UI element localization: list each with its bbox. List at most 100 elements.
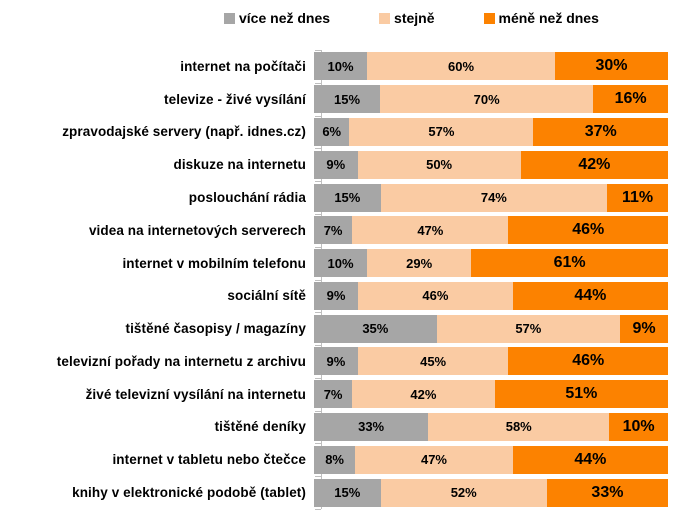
bar-track: 33% 58% 10% <box>314 412 668 441</box>
bar-track: 7% 42% 51% <box>314 380 669 409</box>
segment-stejne: 58% <box>428 412 610 441</box>
value-label: 47% <box>420 452 447 468</box>
axis-tick <box>315 443 321 444</box>
value-label: 6% <box>322 124 342 140</box>
value-label: 44% <box>574 450 607 468</box>
axis-tick <box>315 116 321 117</box>
value-label: 9% <box>326 157 346 173</box>
category-label: sociální sítě <box>227 288 306 304</box>
value-label: 46% <box>422 288 449 304</box>
bar-track: 9% 50% 42% <box>314 150 669 179</box>
segment-stejne: 74% <box>380 183 608 212</box>
segment-vice-nez-dnes: 7% <box>314 216 353 245</box>
segment-stejne: 42% <box>352 380 495 409</box>
axis-tick <box>315 50 321 51</box>
value-label: 11% <box>621 188 654 206</box>
segment-vice-nez-dnes: 10% <box>314 52 368 81</box>
bar-row: televizní pořady na internetu z archivu … <box>0 345 693 378</box>
bar-row: diskuze na internetu 9% 50% 42% <box>0 148 693 181</box>
segment-mene-nez-dnes: 44% <box>512 281 668 310</box>
bar-track: 15% 70% 16% <box>314 85 668 114</box>
segment-mene-nez-dnes: 37% <box>533 117 668 146</box>
axis-tick <box>315 280 321 281</box>
segment-stejne: 52% <box>380 478 547 507</box>
legend-item-stejne: stejně <box>379 10 435 26</box>
bar-row: poslouchání rádia 15% 74% 11% <box>0 181 693 214</box>
value-label: 74% <box>480 190 507 206</box>
value-label: 9% <box>326 288 346 304</box>
value-label: 50% <box>426 157 453 173</box>
bar-track: 10% 29% 61% <box>314 249 668 278</box>
legend-label: stejně <box>394 10 435 26</box>
bar-row: sociální sítě 9% 46% 44% <box>0 279 693 312</box>
segment-vice-nez-dnes: 35% <box>314 314 437 343</box>
bar-track: 7% 47% 46% <box>314 216 668 245</box>
bar-row: zpravodajské servery (např. idnes.cz) 6%… <box>0 116 693 149</box>
bar-row: internet v mobilním telefonu 10% 29% 61% <box>0 247 693 280</box>
segment-mene-nez-dnes: 44% <box>512 445 668 474</box>
segment-mene-nez-dnes: 46% <box>508 216 668 245</box>
value-label: 57% <box>428 124 455 140</box>
bar-track: 15% 74% 11% <box>314 183 668 212</box>
segment-mene-nez-dnes: 16% <box>593 85 668 114</box>
bar-track: 15% 52% 33% <box>314 478 668 507</box>
axis-tick <box>315 509 321 510</box>
axis-tick <box>315 345 321 346</box>
bar-track: 9% 46% 44% <box>314 281 668 310</box>
bar-track: 9% 45% 46% <box>314 347 668 376</box>
bar-row: tištěné časopisy / magazíny 35% 57% 9% <box>0 312 693 345</box>
value-label: 35% <box>362 321 389 337</box>
value-label: 9% <box>326 353 346 369</box>
value-label: 42% <box>410 386 437 402</box>
segment-mene-nez-dnes: 46% <box>508 347 668 376</box>
bar-row: internet v tabletu nebo čtečce 8% 47% 44% <box>0 443 693 476</box>
value-label: 8% <box>325 452 344 468</box>
axis-tick <box>315 378 321 379</box>
segment-vice-nez-dnes: 33% <box>314 412 429 441</box>
segment-stejne: 70% <box>380 85 594 114</box>
segment-stejne: 45% <box>357 347 509 376</box>
segment-stejne: 47% <box>352 216 509 245</box>
value-label: 10% <box>327 255 354 271</box>
value-label: 70% <box>473 91 500 107</box>
segment-mene-nez-dnes: 42% <box>520 150 669 179</box>
category-label: televize - živé vysílání <box>164 91 306 107</box>
category-label: tištěné deníky <box>214 419 306 435</box>
axis-tick <box>315 476 321 477</box>
category-label: knihy v elektronické podobě (tablet) <box>72 485 306 501</box>
axis-tick <box>315 247 321 248</box>
segment-vice-nez-dnes: 9% <box>314 281 358 310</box>
value-label: 15% <box>334 190 361 206</box>
value-label: 7% <box>323 222 343 238</box>
value-label: 46% <box>572 221 605 239</box>
category-label: tištěné časopisy / magazíny <box>125 321 306 337</box>
segment-vice-nez-dnes: 15% <box>314 85 381 114</box>
value-label: 7% <box>323 386 343 402</box>
value-label: 42% <box>578 155 611 173</box>
value-label: 10% <box>622 417 655 435</box>
bar-row: knihy v elektronické podobě (tablet) 15%… <box>0 476 693 509</box>
category-label: živé televizní vysílání na internetu <box>85 386 306 402</box>
segment-vice-nez-dnes: 15% <box>314 478 381 507</box>
value-label: 58% <box>505 419 532 435</box>
segment-vice-nez-dnes: 6% <box>314 117 350 146</box>
legend-swatch-orange-icon <box>483 12 495 24</box>
value-label: 51% <box>565 385 598 403</box>
plot-area: internet na počítači 10% 60% 30% televize … <box>0 50 693 510</box>
category-label: internet v tabletu nebo čtečce <box>112 452 306 468</box>
segment-vice-nez-dnes: 7% <box>314 380 353 409</box>
value-label: 15% <box>334 485 361 501</box>
legend: více než dnes stejně méně než dnes <box>224 10 599 26</box>
legend-swatch-peach-icon <box>379 12 391 24</box>
category-label: videa na internetových serverech <box>88 222 306 238</box>
bar-track: 35% 57% 9% <box>314 314 668 343</box>
value-label: 10% <box>327 58 354 74</box>
axis-tick <box>315 83 321 84</box>
value-label: 15% <box>334 91 361 107</box>
segment-mene-nez-dnes: 11% <box>607 183 668 212</box>
legend-label: více než dnes <box>239 10 331 26</box>
category-label: poslouchání rádia <box>188 190 306 206</box>
segment-stejne: 57% <box>349 117 534 146</box>
value-label: 57% <box>515 321 542 337</box>
